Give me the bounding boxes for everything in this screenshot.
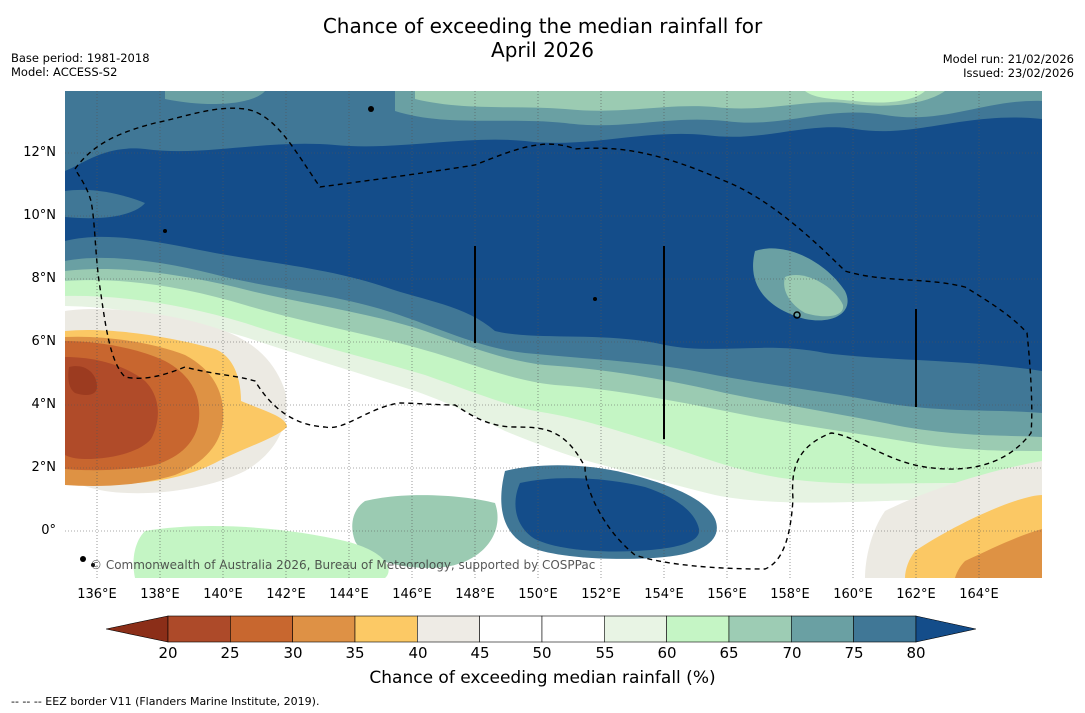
- x-tick: 162°E: [896, 587, 936, 602]
- colorbar-segment: [790, 615, 854, 643]
- model-run-date: Model run: 21/02/2026: [942, 52, 1074, 66]
- run-info: Model run: 21/02/2026 Issued: 23/02/2026: [943, 52, 1074, 80]
- region-65-bottom: [352, 495, 498, 568]
- colorbar-label: 30: [283, 644, 303, 662]
- islands: [80, 106, 801, 567]
- region-65-patch: [784, 275, 844, 317]
- x-tick: 142°E: [266, 587, 306, 602]
- colorbar-segment: [604, 615, 667, 643]
- colorbar-segment: [354, 615, 418, 643]
- x-tick: 144°E: [329, 587, 369, 602]
- colorbar-label: 40: [408, 644, 428, 662]
- x-tick: 136°E: [77, 587, 117, 602]
- issued-date: Issued: 23/02/2026: [963, 66, 1074, 80]
- colorbar-label: 75: [844, 644, 864, 662]
- colorbar-extend-high: [915, 615, 977, 643]
- y-tick: 8°N: [31, 271, 57, 286]
- colorbar-segment: [541, 615, 605, 643]
- region-75-left: [65, 189, 145, 219]
- region-70-topleft: [165, 91, 265, 105]
- colorbar-label: 80: [906, 644, 926, 662]
- colorbar-segment: [479, 615, 543, 643]
- island-icon: [80, 556, 86, 562]
- x-tick: 154°E: [644, 587, 684, 602]
- y-tick: 0°: [41, 523, 56, 538]
- colorbar-label: 45: [470, 644, 490, 662]
- region-20-left: [68, 366, 97, 395]
- y-tick: 2°N: [31, 460, 57, 475]
- colorbar-segment: [417, 615, 480, 643]
- colorbar-segment: [666, 615, 730, 643]
- copyright-notice: © Commonwealth of Australia 2026, Bureau…: [90, 558, 596, 572]
- x-tick: 156°E: [707, 587, 747, 602]
- colorbar-label: 20: [158, 644, 178, 662]
- region-65-top: [415, 91, 945, 111]
- colorbar-segment: [167, 615, 231, 643]
- x-tick: 138°E: [140, 587, 180, 602]
- colorbar-label: 35: [345, 644, 365, 662]
- region-60-bottom: [133, 526, 389, 578]
- region-35-right: [955, 529, 1042, 578]
- graticule: [65, 91, 1042, 578]
- island-icon: [368, 106, 374, 112]
- model-name: Model: ACCESS-S2: [11, 65, 118, 79]
- colorbar-label: 25: [220, 644, 240, 662]
- y-tick: 4°N: [31, 397, 57, 412]
- colorbar-title: Chance of exceeding median rainfall (%): [369, 668, 716, 688]
- x-tick: 152°E: [581, 587, 621, 602]
- colorbar-label: 65: [719, 644, 739, 662]
- x-tick: 150°E: [518, 587, 558, 602]
- map-title: Chance of exceeding the median rainfall …: [0, 14, 1085, 62]
- region-80-bottom: [515, 478, 700, 552]
- title-line-1: Chance of exceeding the median rainfall …: [322, 14, 763, 38]
- map-panel: © Commonwealth of Australia 2026, Bureau…: [65, 91, 1042, 578]
- x-tick: 158°E: [770, 587, 810, 602]
- title-line-2: April 2026: [491, 38, 594, 62]
- colorbar: [106, 615, 977, 643]
- eez-border: [74, 107, 1033, 570]
- colorbar-label: 70: [782, 644, 802, 662]
- base-period: Base period: 1981-2018: [11, 51, 150, 65]
- region-50: [65, 306, 1042, 578]
- colorbar-segment: [853, 615, 917, 643]
- colorbar-segment: [230, 615, 293, 643]
- island-icon: [593, 297, 597, 301]
- colorbar-segment: [728, 615, 792, 643]
- x-tick: 164°E: [959, 587, 999, 602]
- x-tick: 146°E: [392, 587, 432, 602]
- island-icon: [163, 229, 167, 233]
- x-tick: 160°E: [833, 587, 873, 602]
- model-info: Base period: 1981-2018 Model: ACCESS-S2: [11, 51, 150, 79]
- colorbar-segment: [292, 615, 356, 643]
- island-icon: [91, 563, 95, 567]
- colorbar-label: 50: [532, 644, 552, 662]
- colorbar-label: 60: [657, 644, 677, 662]
- colorbar-extend-low: [106, 615, 169, 643]
- y-tick: 6°N: [31, 334, 57, 349]
- island-icon: [793, 311, 801, 319]
- colorbar-label: 55: [595, 644, 615, 662]
- region-60-top: [805, 91, 925, 103]
- meridian-markers: [474, 246, 917, 439]
- x-tick: 148°E: [455, 587, 495, 602]
- y-tick: 10°N: [23, 208, 56, 223]
- y-tick: 12°N: [23, 145, 56, 160]
- rainfall-map: [65, 91, 1042, 578]
- eez-legend-note: -- -- -- EEZ border V11 (Flanders Marine…: [11, 695, 320, 708]
- x-tick: 140°E: [203, 587, 243, 602]
